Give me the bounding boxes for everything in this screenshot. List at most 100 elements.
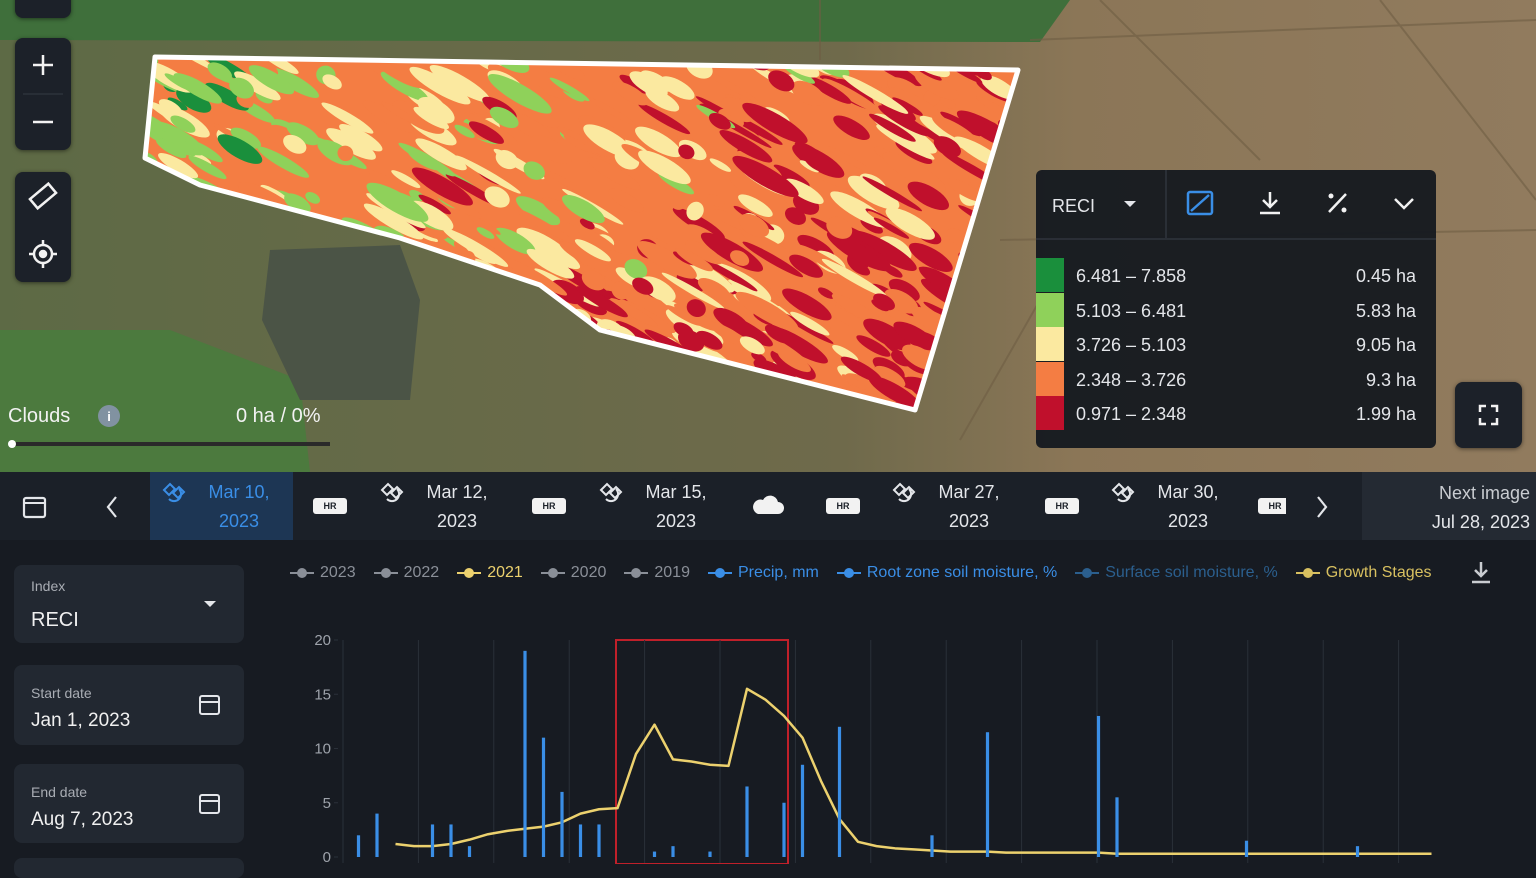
cloud-slider-handle[interactable] xyxy=(8,440,16,448)
legend-swatch xyxy=(1036,327,1064,362)
image-date-line: 2023 xyxy=(218,511,260,531)
satellite-icon xyxy=(380,482,404,503)
field-value: Aug 7, 2023 xyxy=(31,809,134,830)
heat-patch xyxy=(888,87,948,124)
heat-patch xyxy=(587,157,641,190)
index-line xyxy=(395,687,1432,855)
timeline-next[interactable] xyxy=(1300,472,1360,540)
heat-patch xyxy=(635,126,682,158)
precip-bar xyxy=(1244,840,1249,857)
heat-patch xyxy=(381,101,420,126)
heat-patch xyxy=(831,264,877,292)
legend-marker xyxy=(707,568,732,578)
download-chart[interactable] xyxy=(1468,560,1496,586)
heat-patch xyxy=(833,115,870,140)
heat-patch xyxy=(885,207,935,240)
satellite-glyph xyxy=(162,482,186,503)
heat-patch xyxy=(696,330,723,350)
legend-row: 0.971 – 2.348 1.99 ha xyxy=(1036,396,1436,431)
image-date-line: 2023 xyxy=(948,511,990,531)
heat-patch xyxy=(515,196,561,226)
heat-patch xyxy=(713,209,746,230)
legend-item[interactable]: Surface soil moisture, % xyxy=(1075,562,1278,584)
heat-patch xyxy=(840,356,883,383)
heat-patch xyxy=(670,191,688,210)
image-date-line: Mar 15, xyxy=(645,482,707,502)
tool-control[interactable] xyxy=(15,172,71,282)
end-date-field[interactable]: End date Aug 7, 2023 xyxy=(14,764,244,843)
heat-patch xyxy=(368,170,410,196)
timeline-items: Mar 10, 2023 HR Mar 12, 2023 HR Mar 15, 2023 HR M… xyxy=(0,472,1286,540)
legend-item[interactable]: Root zone soil moisture, % xyxy=(836,562,1057,584)
legend-item[interactable]: Precip, mm xyxy=(707,562,819,584)
legend-item[interactable]: 2022 xyxy=(373,562,439,584)
heat-patch xyxy=(167,97,188,111)
precip-bar xyxy=(800,764,805,857)
heat-patch xyxy=(326,128,376,160)
heat-patch xyxy=(378,61,402,77)
field-value: RECI xyxy=(31,609,79,631)
heat-patch xyxy=(495,150,518,170)
heat-patch xyxy=(947,178,984,202)
heat-patch xyxy=(185,139,223,163)
calendar-icon xyxy=(199,794,220,814)
heat-patch xyxy=(581,270,606,291)
heat-patch xyxy=(869,113,916,142)
index-field[interactable]: Index RECI xyxy=(14,565,244,643)
heat-patch xyxy=(415,138,467,171)
map[interactable]: Clouds i 0 ha / 0% xyxy=(0,0,1536,472)
legend-marker-dot xyxy=(547,568,558,578)
heat-patch xyxy=(502,257,568,296)
heat-patch xyxy=(413,106,449,130)
legend-item[interactable]: 2020 xyxy=(540,562,606,584)
heat-patch xyxy=(893,321,937,351)
heat-patch xyxy=(898,276,931,298)
heat-patch xyxy=(526,248,575,279)
legend-marker xyxy=(290,568,314,578)
field-boundary[interactable] xyxy=(142,54,1021,413)
next-image[interactable]: Next image Jul 28, 2023 xyxy=(1362,472,1536,540)
image-date-line: 2023 xyxy=(436,511,478,531)
selected-image[interactable] xyxy=(150,472,293,540)
heat-patch xyxy=(933,136,961,158)
legend-swatch xyxy=(1036,396,1064,431)
index-select[interactable]: RECI xyxy=(1052,196,1096,216)
heat-patch xyxy=(488,73,552,114)
satellite-icon xyxy=(1111,482,1135,503)
legend-item[interactable]: 2023 xyxy=(290,562,356,584)
legend-area: 0.45 ha xyxy=(1355,266,1416,286)
legend-item[interactable]: Growth Stages xyxy=(1295,562,1432,584)
image-date-line: 2023 xyxy=(1167,511,1209,531)
precip-bar xyxy=(782,802,786,857)
heat-patch xyxy=(876,125,935,160)
map-tool-button[interactable] xyxy=(15,0,71,18)
crop-strip xyxy=(0,0,1070,42)
legend-label: Precip, mm xyxy=(737,564,819,581)
legend-marker-dot xyxy=(297,568,307,578)
legend-marker xyxy=(457,568,482,578)
next-image-date: Jul 28, 2023 xyxy=(1431,512,1530,532)
heat-patch xyxy=(719,130,773,163)
hr-badge: HR xyxy=(1258,498,1286,514)
precip-bar xyxy=(837,726,842,857)
fullscreen-button[interactable] xyxy=(1455,382,1522,448)
legend-swatch xyxy=(1036,258,1064,292)
heat-patch xyxy=(729,174,794,215)
info-icon[interactable] xyxy=(98,405,120,427)
legend-range: 3.726 – 5.103 xyxy=(1076,335,1187,356)
heat-patch xyxy=(188,155,227,180)
legend-item[interactable]: 2019 xyxy=(624,562,690,584)
legend-range: 5.103 – 6.481 xyxy=(1076,300,1187,321)
precip-bar xyxy=(1355,846,1360,857)
heat-patch xyxy=(442,228,509,267)
start-date-field[interactable]: Start date Jan 1, 2023 xyxy=(14,665,244,745)
cloud-slider-track[interactable] xyxy=(10,442,330,446)
heat-patch xyxy=(260,57,299,75)
heat-patch xyxy=(337,145,354,162)
clouds-label: Clouds xyxy=(8,405,70,427)
legend-item[interactable]: 2021 xyxy=(457,562,523,584)
heat-patch xyxy=(207,62,232,81)
precip-bar xyxy=(560,791,564,857)
heat-patch xyxy=(561,194,605,224)
